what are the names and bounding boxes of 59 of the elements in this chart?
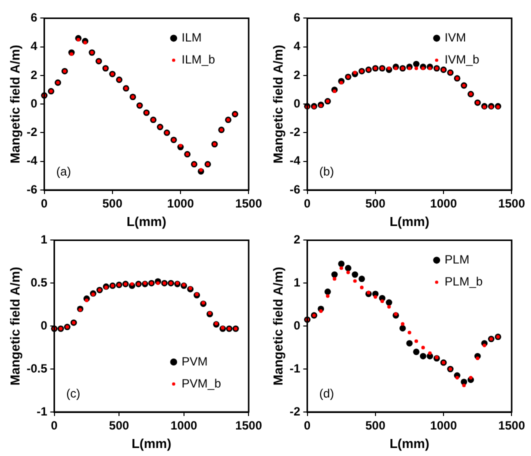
x-tick-label: 0 xyxy=(50,418,58,433)
legend-label: IVM_b xyxy=(444,52,480,67)
x-tick-label: 1500 xyxy=(498,196,526,211)
y-tick-label: 1 xyxy=(40,232,48,247)
x-tick-label: 1000 xyxy=(430,418,458,433)
y-tick-label: -4 xyxy=(290,154,301,168)
x-tick-label: 1500 xyxy=(498,418,526,433)
y-tick-label: 1 xyxy=(294,275,301,290)
x-tick-label: 0 xyxy=(304,418,311,433)
y-tick-label: 0 xyxy=(30,96,38,110)
annotation: (d) xyxy=(319,386,334,400)
legend-label: ILM xyxy=(182,30,202,45)
x-axis-title: L(mm) xyxy=(126,214,166,229)
legend-label: PVM_b xyxy=(182,376,222,390)
y-tick-label: -6 xyxy=(26,182,38,196)
x-tick-label: 1000 xyxy=(170,418,198,433)
annotation: (a) xyxy=(56,164,71,178)
legend-label: PVM xyxy=(182,354,208,368)
y-tick-label: -0.5 xyxy=(26,361,48,376)
x-axis-title: L(mm) xyxy=(390,436,430,451)
x-tick-label: 500 xyxy=(365,196,386,211)
y-tick-label: 2 xyxy=(294,68,301,82)
legend-label: ILM_b xyxy=(182,52,216,67)
x-tick-label: 1000 xyxy=(430,196,458,211)
y-tick-label: -1 xyxy=(290,361,301,376)
legend-label: PLM_b xyxy=(444,274,483,289)
x-tick-label: 500 xyxy=(365,418,386,433)
legend-label: IVM xyxy=(444,30,466,45)
x-tick-label: 500 xyxy=(102,196,123,211)
x-tick-label: 500 xyxy=(109,418,130,433)
y-tick-label: 0.5 xyxy=(30,275,48,290)
y-tick-label: -4 xyxy=(26,154,38,168)
x-tick-label: 0 xyxy=(304,196,311,211)
x-tick-label: 1500 xyxy=(235,418,262,433)
annotation: (b) xyxy=(319,164,334,178)
y-tick-label: 0 xyxy=(40,318,48,332)
y-tick-label: 4 xyxy=(294,39,301,54)
x-axis-title: L(mm) xyxy=(132,436,172,451)
y-tick-label: 2 xyxy=(30,68,38,82)
x-axis-title: L(mm) xyxy=(390,214,430,229)
legend-label: PLM xyxy=(444,252,470,267)
y-tick-label: -6 xyxy=(290,182,301,196)
annotation: (c) xyxy=(66,386,80,400)
y-tick-label: 2 xyxy=(294,232,301,247)
y-tick-label: 0 xyxy=(294,318,301,332)
y-tick-label: 6 xyxy=(294,10,301,25)
y-tick-label: 4 xyxy=(30,39,38,54)
y-axis-title: Mangetic field A/m) xyxy=(7,266,22,386)
x-tick-label: 1500 xyxy=(235,196,262,211)
y-tick-label: -2 xyxy=(26,125,38,140)
y-tick-label: -2 xyxy=(290,404,301,418)
x-tick-label: 1000 xyxy=(167,196,194,211)
y-tick-label: -1 xyxy=(36,404,48,418)
y-axis-title: Mangetic field A/m) xyxy=(270,266,286,386)
y-tick-label: -2 xyxy=(290,125,301,140)
y-tick-label: 6 xyxy=(30,10,38,25)
y-tick-label: 0 xyxy=(294,96,301,110)
y-axis-title: Mangetic field A/m) xyxy=(7,44,22,164)
y-axis-title: Mangetic field A/m) xyxy=(270,44,286,164)
